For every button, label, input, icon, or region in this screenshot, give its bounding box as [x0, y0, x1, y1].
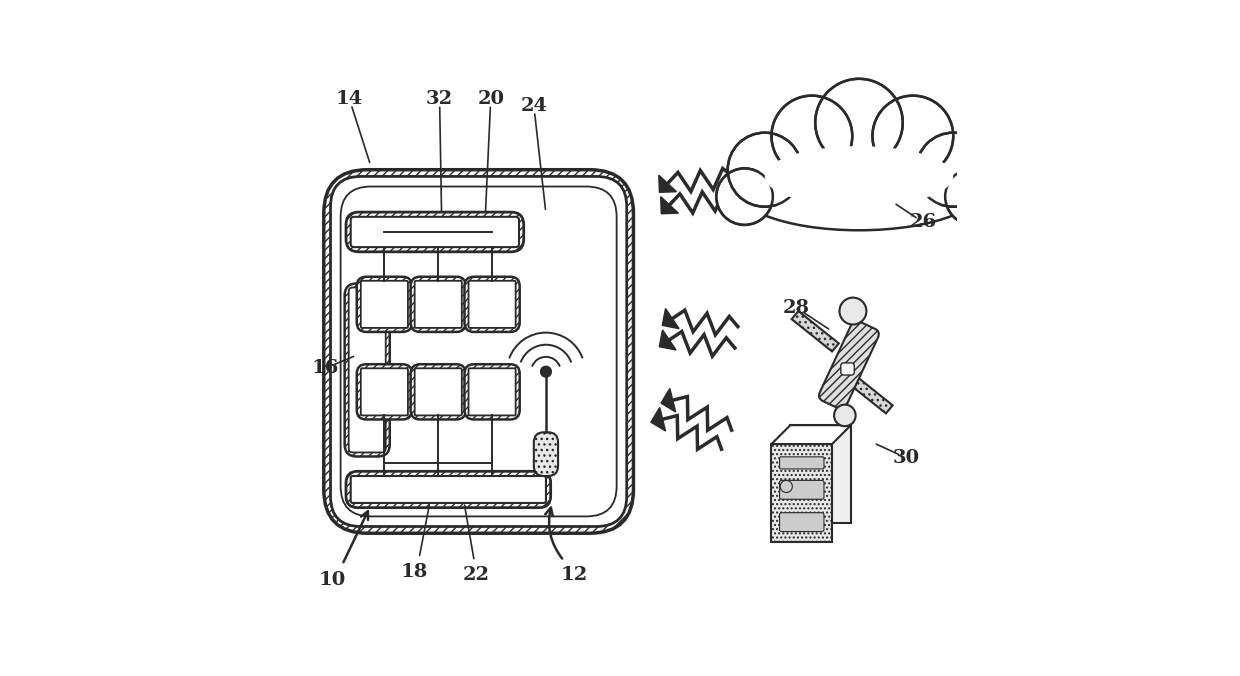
Text: 20: 20: [477, 90, 505, 108]
FancyBboxPatch shape: [469, 368, 516, 416]
Circle shape: [815, 79, 903, 166]
Polygon shape: [662, 308, 680, 329]
Text: 30: 30: [893, 449, 920, 467]
Ellipse shape: [732, 143, 987, 237]
FancyBboxPatch shape: [341, 187, 616, 516]
Circle shape: [541, 366, 552, 377]
FancyBboxPatch shape: [780, 457, 825, 469]
Text: 12: 12: [560, 566, 588, 584]
FancyBboxPatch shape: [348, 287, 386, 452]
Circle shape: [945, 168, 1002, 225]
Text: 26: 26: [909, 213, 936, 231]
Ellipse shape: [751, 149, 967, 217]
Polygon shape: [771, 425, 851, 444]
Text: 16: 16: [311, 360, 339, 377]
Circle shape: [771, 95, 852, 176]
FancyBboxPatch shape: [780, 512, 825, 531]
Text: 32: 32: [427, 90, 453, 108]
Polygon shape: [661, 389, 676, 412]
Text: 22: 22: [463, 566, 490, 584]
Text: 28: 28: [782, 299, 810, 316]
FancyBboxPatch shape: [410, 276, 466, 332]
Text: 10: 10: [319, 571, 346, 589]
FancyBboxPatch shape: [818, 321, 879, 409]
FancyBboxPatch shape: [357, 276, 412, 332]
Circle shape: [839, 297, 867, 324]
Circle shape: [717, 168, 773, 225]
FancyBboxPatch shape: [410, 364, 466, 420]
Polygon shape: [658, 175, 677, 192]
Circle shape: [873, 95, 954, 176]
FancyBboxPatch shape: [780, 481, 825, 500]
Circle shape: [728, 132, 802, 207]
Text: 14: 14: [336, 90, 363, 108]
FancyBboxPatch shape: [790, 425, 851, 523]
FancyBboxPatch shape: [414, 368, 461, 416]
FancyBboxPatch shape: [841, 363, 854, 375]
Circle shape: [835, 405, 856, 426]
Text: 18: 18: [401, 563, 428, 581]
Polygon shape: [852, 379, 893, 414]
Polygon shape: [651, 408, 666, 431]
Polygon shape: [791, 311, 838, 352]
Polygon shape: [661, 197, 678, 214]
FancyBboxPatch shape: [331, 176, 626, 527]
FancyBboxPatch shape: [351, 476, 546, 503]
FancyBboxPatch shape: [465, 364, 520, 420]
FancyBboxPatch shape: [361, 281, 408, 328]
Ellipse shape: [765, 146, 954, 207]
FancyBboxPatch shape: [357, 364, 412, 420]
Text: 24: 24: [521, 97, 547, 115]
FancyBboxPatch shape: [351, 217, 520, 247]
FancyBboxPatch shape: [469, 281, 516, 328]
Circle shape: [916, 132, 991, 207]
FancyBboxPatch shape: [414, 281, 461, 328]
FancyBboxPatch shape: [324, 170, 634, 533]
FancyBboxPatch shape: [771, 444, 832, 541]
FancyBboxPatch shape: [346, 212, 523, 252]
FancyBboxPatch shape: [346, 471, 551, 508]
FancyBboxPatch shape: [345, 283, 389, 456]
FancyBboxPatch shape: [534, 432, 558, 476]
Polygon shape: [660, 330, 676, 350]
FancyBboxPatch shape: [361, 368, 408, 416]
FancyBboxPatch shape: [465, 276, 520, 332]
